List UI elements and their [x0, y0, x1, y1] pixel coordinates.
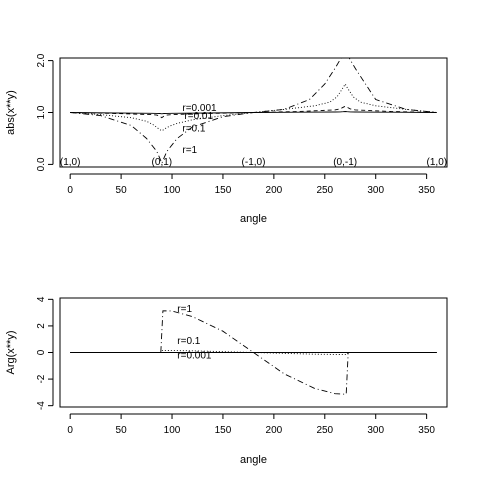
annotation-label: r=1 — [182, 145, 197, 156]
y-tick-label-2: 0 — [36, 349, 47, 355]
x-tick-label-2: 200 — [266, 425, 283, 436]
series-line-2-dotdash — [70, 310, 437, 395]
x-tick-label-2: 0 — [67, 425, 73, 436]
y-axis-label-1: abs(x**y) — [5, 90, 17, 135]
annotation-label: r=0.1 — [177, 336, 201, 347]
x-tick-label-2: 150 — [215, 425, 232, 436]
x-axis-label-2: angle — [240, 454, 267, 466]
annotation-label: (0,1) — [152, 157, 173, 168]
plot-frame-2 — [59, 297, 448, 408]
x-tick-label-2: 300 — [367, 425, 384, 436]
plot-frame-1 — [59, 57, 448, 168]
y-tick-label-2: -2 — [36, 374, 47, 383]
annotation-label: r=0.1 — [182, 124, 206, 135]
annotation-label: (1,0) — [60, 157, 81, 168]
x-axis-label-1: angle — [240, 213, 267, 225]
x-tick-label-2: 100 — [164, 425, 181, 436]
x-tick-label-1: 250 — [316, 185, 333, 196]
annotation-label: r=0.01 — [184, 111, 213, 122]
x-tick-label-1: 150 — [215, 185, 232, 196]
y-tick-label-1: 2.0 — [36, 53, 47, 67]
x-tick-label-1: 100 — [164, 185, 181, 196]
x-tick-label-1: 200 — [266, 185, 283, 196]
y-tick-label-2: 4 — [36, 296, 47, 302]
x-tick-label-2: 250 — [316, 425, 333, 436]
x-tick-label-1: 50 — [116, 185, 128, 196]
annotation-label: (-1,0) — [242, 157, 266, 168]
x-tick-label-2: 50 — [116, 425, 128, 436]
y-tick-label-1: 1.0 — [36, 105, 47, 119]
annotation-label: (0,-1) — [333, 157, 357, 168]
annotation-label: r=0.001 — [182, 103, 217, 114]
y-tick-label-1: 0.0 — [36, 157, 47, 171]
annotation-label: (1,0) — [427, 157, 448, 168]
series-line-1-dotdash — [70, 58, 437, 165]
annotation-label: r=0.001 — [177, 350, 212, 361]
y-tick-label-2: 2 — [36, 323, 47, 329]
x-tick-label-1: 0 — [67, 185, 73, 196]
y-axis-label-2: Arg(x**y) — [5, 330, 17, 374]
y-tick-label-2: -4 — [36, 401, 47, 410]
x-tick-label-1: 350 — [418, 185, 435, 196]
annotation-label: r=1 — [177, 304, 192, 315]
x-tick-label-1: 300 — [367, 185, 384, 196]
x-tick-label-2: 350 — [418, 425, 435, 436]
